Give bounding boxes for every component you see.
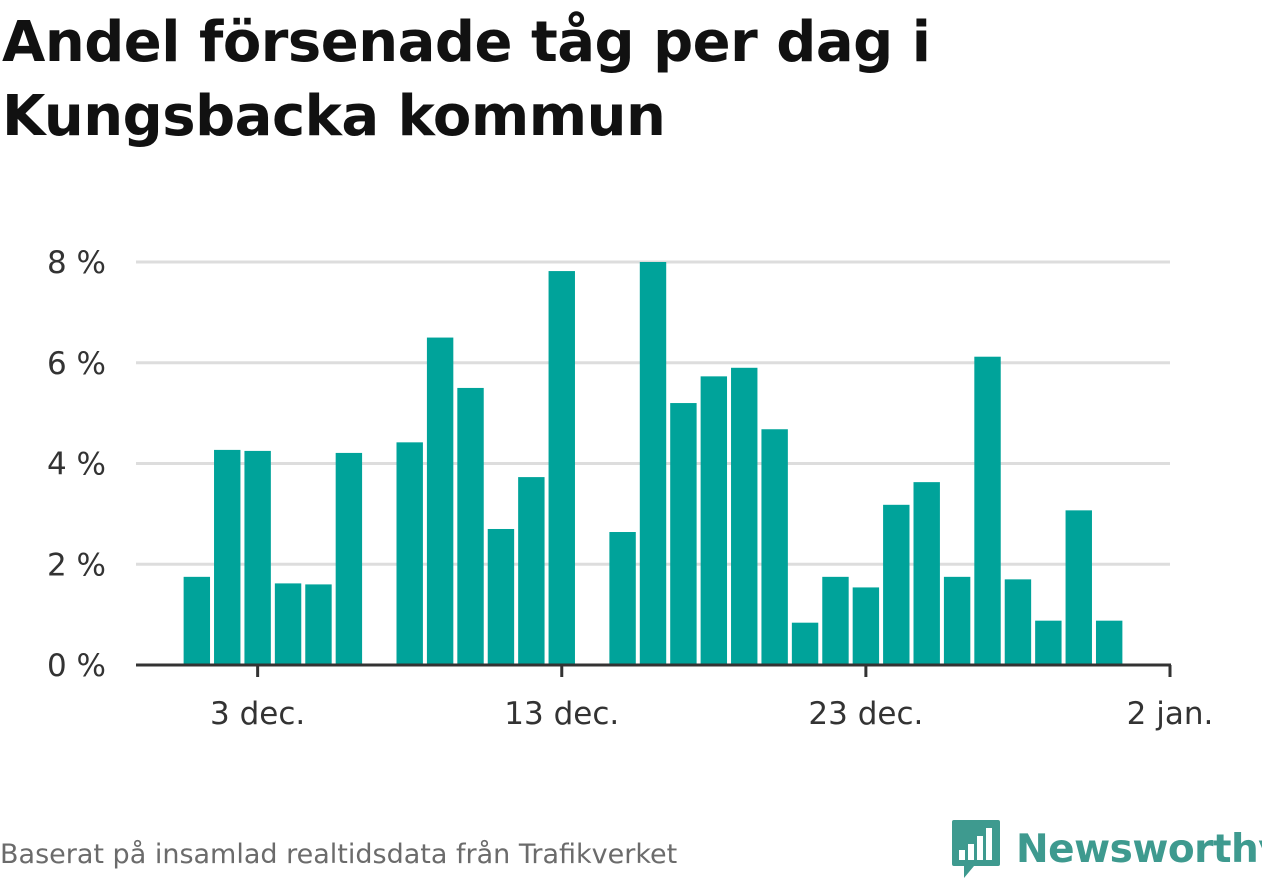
bar [761,429,788,665]
y-tick-label: 2 % [47,547,106,583]
bar-chart-speech-bubble-icon [952,820,1000,878]
bar [913,482,940,665]
bar [274,583,302,665]
bar [791,622,819,665]
bar [548,271,575,665]
bar [1004,579,1032,665]
bar [518,477,545,665]
bar [822,576,849,665]
bar [1065,510,1092,665]
bar [1095,620,1123,665]
bar [214,449,241,665]
bar [974,356,1001,665]
bar [305,584,332,665]
bar [852,587,880,665]
x-tick-label: 23 dec. [808,696,923,732]
bars [183,262,1123,665]
bar [396,442,423,665]
bar-chart: 0 % 2 % 4 % 6 % 8 % 3 dec. 13 dec. 23 dec. 2 ja… [47,245,1213,732]
x-tick-labels: 3 dec. 13 dec. 23 dec. 2 jan. [210,696,1213,732]
x-tick-label: 13 dec. [504,696,619,732]
bar [639,262,667,665]
bar [943,576,971,665]
x-tick-label: 2 jan. [1127,696,1214,732]
bar [883,504,910,665]
brand-name: Newsworthy [1016,826,1262,872]
y-tick-labels: 0 % 2 % 4 % 6 % 8 % [47,245,106,684]
y-tick-label: 8 % [47,245,106,281]
bar [426,337,454,665]
bar [183,576,211,665]
bar [457,387,484,665]
y-tick-label: 6 % [47,346,106,382]
bar [731,367,758,665]
y-tick-label: 4 % [47,447,106,483]
bar [609,532,636,665]
x-axis [136,663,1172,677]
chart-title: Andel försenade tåg per dag i Kungsbacka… [2,10,931,149]
bar [1035,620,1062,665]
bar [487,528,515,665]
y-tick-label: 0 % [47,648,106,684]
x-tick-label: 3 dec. [210,696,305,732]
bar [700,376,728,665]
bar [244,450,271,665]
bar [335,452,363,665]
source-note: Baserat på insamlad realtidsdata från Tr… [0,839,678,870]
newsworthy-logo[interactable]: Newsworthy [950,818,1262,880]
bar [670,403,697,665]
